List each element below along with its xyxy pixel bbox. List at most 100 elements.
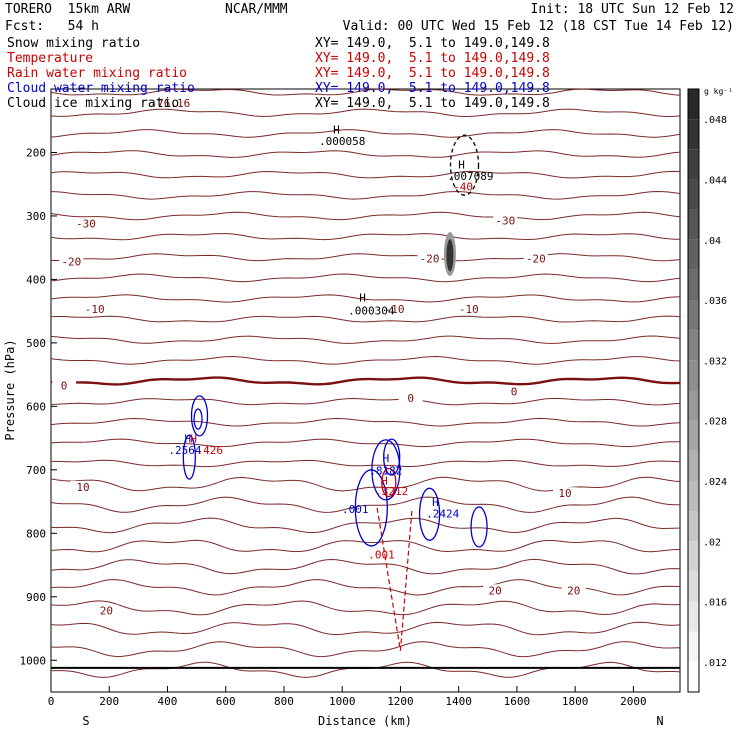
x-tick-label: 600 (216, 695, 236, 708)
isotherm-label: 10 (558, 487, 571, 500)
cloud-water-contour (190, 395, 209, 437)
isotherm-label: -20 (420, 252, 440, 265)
colorbar-swatch (688, 209, 699, 240)
legend-xy: XY= 149.0, 5.1 to 149.0,149.8 (315, 96, 550, 111)
max-label: .001 (368, 549, 395, 562)
ice-shade-inner (446, 239, 454, 272)
max-label: .8182 (369, 464, 402, 477)
colorbar-swatch (688, 541, 699, 572)
isotherm-label: 20 (567, 584, 580, 597)
temperature-contours (50, 88, 681, 678)
colorbar-swatch (688, 601, 699, 632)
y-tick-label: 400 (26, 273, 46, 286)
label-bg (71, 480, 96, 492)
cloud-water-contour (193, 408, 203, 430)
colorbar-swatch (688, 390, 699, 421)
rain-water-contour (376, 507, 413, 651)
isotherm-line (50, 294, 681, 303)
colorbar-swatch (688, 239, 699, 270)
snow-contour (449, 134, 480, 196)
label-bg (52, 379, 77, 391)
isotherm-label: 10 (76, 481, 89, 494)
legend-xy: XY= 149.0, 5.1 to 149.0,149.8 (315, 51, 550, 66)
init-time: Init: 18 UTC Sun 12 Feb 12 (530, 2, 735, 17)
isotherm-label: -30 (495, 214, 515, 227)
org-title: NCAR/MMM (225, 2, 288, 17)
label-bg (523, 252, 548, 264)
y-tick-label: 200 (26, 146, 46, 159)
colorbar-tick: .012 (703, 658, 727, 669)
isotherm-line (50, 129, 681, 138)
colorbar-tick: .036 (703, 296, 727, 307)
cloud-water-contour (354, 469, 388, 547)
x-tick-label: 1200 (387, 695, 414, 708)
colorbar-swatch (688, 571, 699, 602)
label-bg (398, 392, 423, 404)
label-bg (417, 252, 442, 264)
isotherm-line (50, 211, 681, 221)
max-label: H (185, 433, 192, 446)
y-axis-ticks: 200 300 400 500 600 700 800 900 1000 (20, 146, 57, 667)
label-bg (158, 96, 183, 108)
isotherm-line (50, 88, 681, 96)
max-label: .2564 (168, 444, 201, 457)
cloud-water-contour (182, 434, 196, 480)
colorbar-swatch (688, 89, 699, 120)
isotherm-line (50, 417, 681, 427)
forecast-hour: Fcst: 54 h (5, 19, 99, 34)
colorbar-swatch (688, 420, 699, 451)
label-bg (94, 604, 119, 616)
legend-xy: XY= 149.0, 5.1 to 149.0,149.8 (315, 66, 550, 81)
max-label: H (458, 158, 465, 171)
max-label: .2424 (426, 507, 459, 520)
isotherm-label: -10 (385, 303, 405, 316)
legend-name: Cloud water mixing ratio (7, 81, 195, 96)
isotherm-line (50, 233, 680, 241)
mixing-ratio-contours (182, 134, 488, 651)
isotherm-line (50, 539, 681, 553)
colorbar-swatch (688, 119, 699, 150)
colorbar-swatch (688, 450, 699, 481)
label-bg (493, 214, 518, 226)
colorbar-swatch (688, 511, 699, 542)
max-label: .426 (196, 444, 223, 457)
isotherm-line (50, 476, 681, 492)
isotherm-label: -10 (459, 303, 479, 316)
isotherm-label: 0 (61, 379, 68, 392)
x-end-right: N (656, 714, 663, 728)
cloud-ice-shading (443, 232, 456, 277)
colorbar-tick: .032 (703, 356, 727, 367)
x-tick-label: 1600 (504, 695, 531, 708)
colorbar-tick: .044 (703, 175, 727, 186)
isotherm-label: -76.16 (151, 97, 191, 110)
isotherm-line (50, 108, 681, 118)
colorbar-tick: .04 (703, 236, 721, 247)
label-bg (561, 584, 586, 596)
colorbar-swatch (688, 360, 699, 391)
isotherm-line (50, 190, 681, 200)
isotherm-label: 20 (100, 605, 113, 618)
colorbar-unit: g kg⁻¹ (704, 87, 733, 96)
valid-time: Valid: 00 UTC Wed 15 Feb 12 (18 CST Tue … (342, 19, 734, 34)
isotherm-line (50, 170, 681, 179)
colorbar-tick: .048 (703, 115, 727, 126)
y-axis-label: Pressure (hPa) (3, 339, 17, 440)
isotherm-line (50, 600, 681, 616)
y-tick-label: 700 (26, 464, 46, 477)
isotherm-line (50, 558, 681, 575)
colorbar-tick: .016 (703, 598, 727, 609)
max-label: H (381, 474, 388, 487)
legend-xy: XY= 149.0, 5.1 to 149.0,149.8 (315, 36, 550, 51)
cloud-water-contour (470, 506, 488, 548)
x-tick-label: 1400 (445, 695, 472, 708)
colorbar-swatch (688, 631, 699, 662)
isotherm-label: -20 (526, 252, 546, 265)
colorbar-swatch (688, 269, 699, 301)
label-bg (382, 303, 407, 315)
label-bg (502, 385, 527, 397)
isotherm-line (50, 150, 681, 158)
legend-name: Cloud ice mixing ratio (7, 96, 180, 111)
legend-name: Snow mixing ratio (7, 36, 141, 51)
legend-xy: XY= 149.0, 5.1 to 149.0,149.8 (315, 81, 550, 96)
y-tick-label: 1000 (20, 654, 47, 667)
